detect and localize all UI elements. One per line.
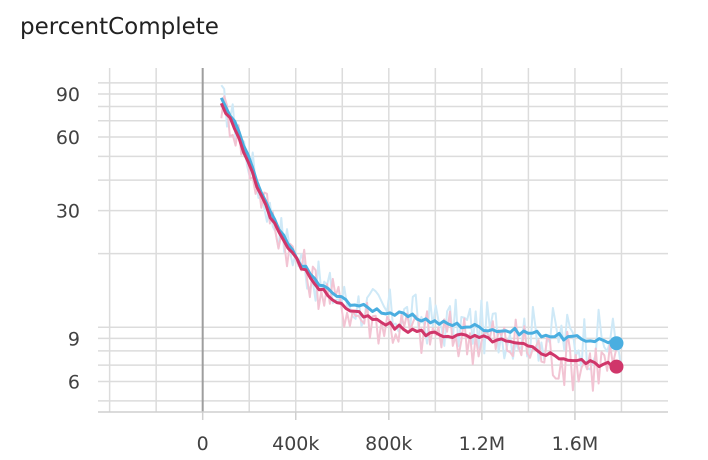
- series-end-marker: [609, 336, 624, 351]
- tick-labels: 0 400k 800k 1.2M 1.6M 6 9 30 60 90: [56, 84, 598, 455]
- y-tick-label: 60: [56, 127, 80, 149]
- y-tick-label: 6: [68, 371, 80, 393]
- x-tick-label: 1.6M: [552, 433, 599, 455]
- x-tick-label: 1.2M: [459, 433, 506, 455]
- smoothed-series: [219, 97, 624, 374]
- series-end-marker: [609, 359, 624, 374]
- axes: [98, 68, 668, 420]
- raw-series: [220, 84, 623, 392]
- x-tick-label: 0: [197, 433, 209, 455]
- y-tick-label: 90: [56, 84, 80, 106]
- series-line: [219, 102, 622, 370]
- raw-series-line: [220, 84, 623, 371]
- y-tick-label: 30: [56, 201, 80, 223]
- y-tick-label: 9: [68, 328, 80, 350]
- x-tick-label: 400k: [272, 433, 319, 455]
- raw-series-line: [220, 95, 623, 392]
- x-tick-label: 800k: [365, 433, 412, 455]
- chart-title: percentComplete: [20, 14, 219, 40]
- series-line: [219, 97, 622, 345]
